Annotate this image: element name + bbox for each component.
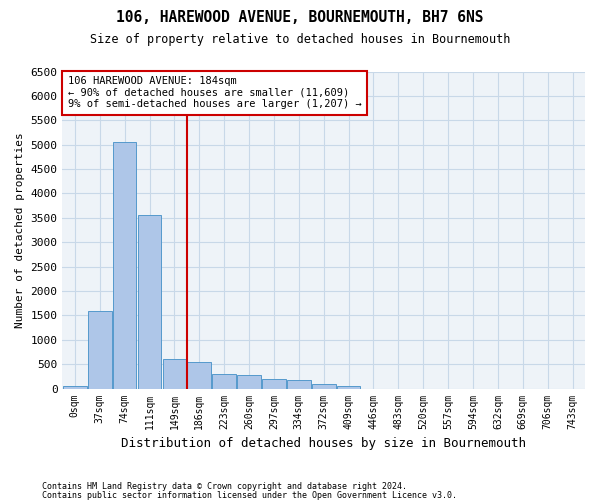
Bar (337, 386, 361, 388)
Bar (212, 374, 236, 388)
Text: Contains public sector information licensed under the Open Government Licence v3: Contains public sector information licen… (42, 490, 457, 500)
Bar (312, 384, 335, 388)
Bar (262, 379, 286, 388)
Bar (137, 216, 161, 388)
X-axis label: Distribution of detached houses by size in Bournemouth: Distribution of detached houses by size … (121, 437, 526, 450)
Text: Size of property relative to detached houses in Bournemouth: Size of property relative to detached ho… (90, 32, 510, 46)
Bar (163, 360, 186, 388)
Bar (88, 310, 112, 388)
Bar (287, 380, 311, 388)
Text: 106 HAREWOOD AVENUE: 184sqm
← 90% of detached houses are smaller (11,609)
9% of : 106 HAREWOOD AVENUE: 184sqm ← 90% of det… (68, 76, 361, 110)
Bar (113, 142, 136, 388)
Bar (63, 386, 86, 388)
Text: Contains HM Land Registry data © Crown copyright and database right 2024.: Contains HM Land Registry data © Crown c… (42, 482, 407, 491)
Bar (237, 376, 261, 388)
Y-axis label: Number of detached properties: Number of detached properties (15, 132, 25, 328)
Text: 106, HAREWOOD AVENUE, BOURNEMOUTH, BH7 6NS: 106, HAREWOOD AVENUE, BOURNEMOUTH, BH7 6… (116, 10, 484, 25)
Bar (187, 362, 211, 388)
